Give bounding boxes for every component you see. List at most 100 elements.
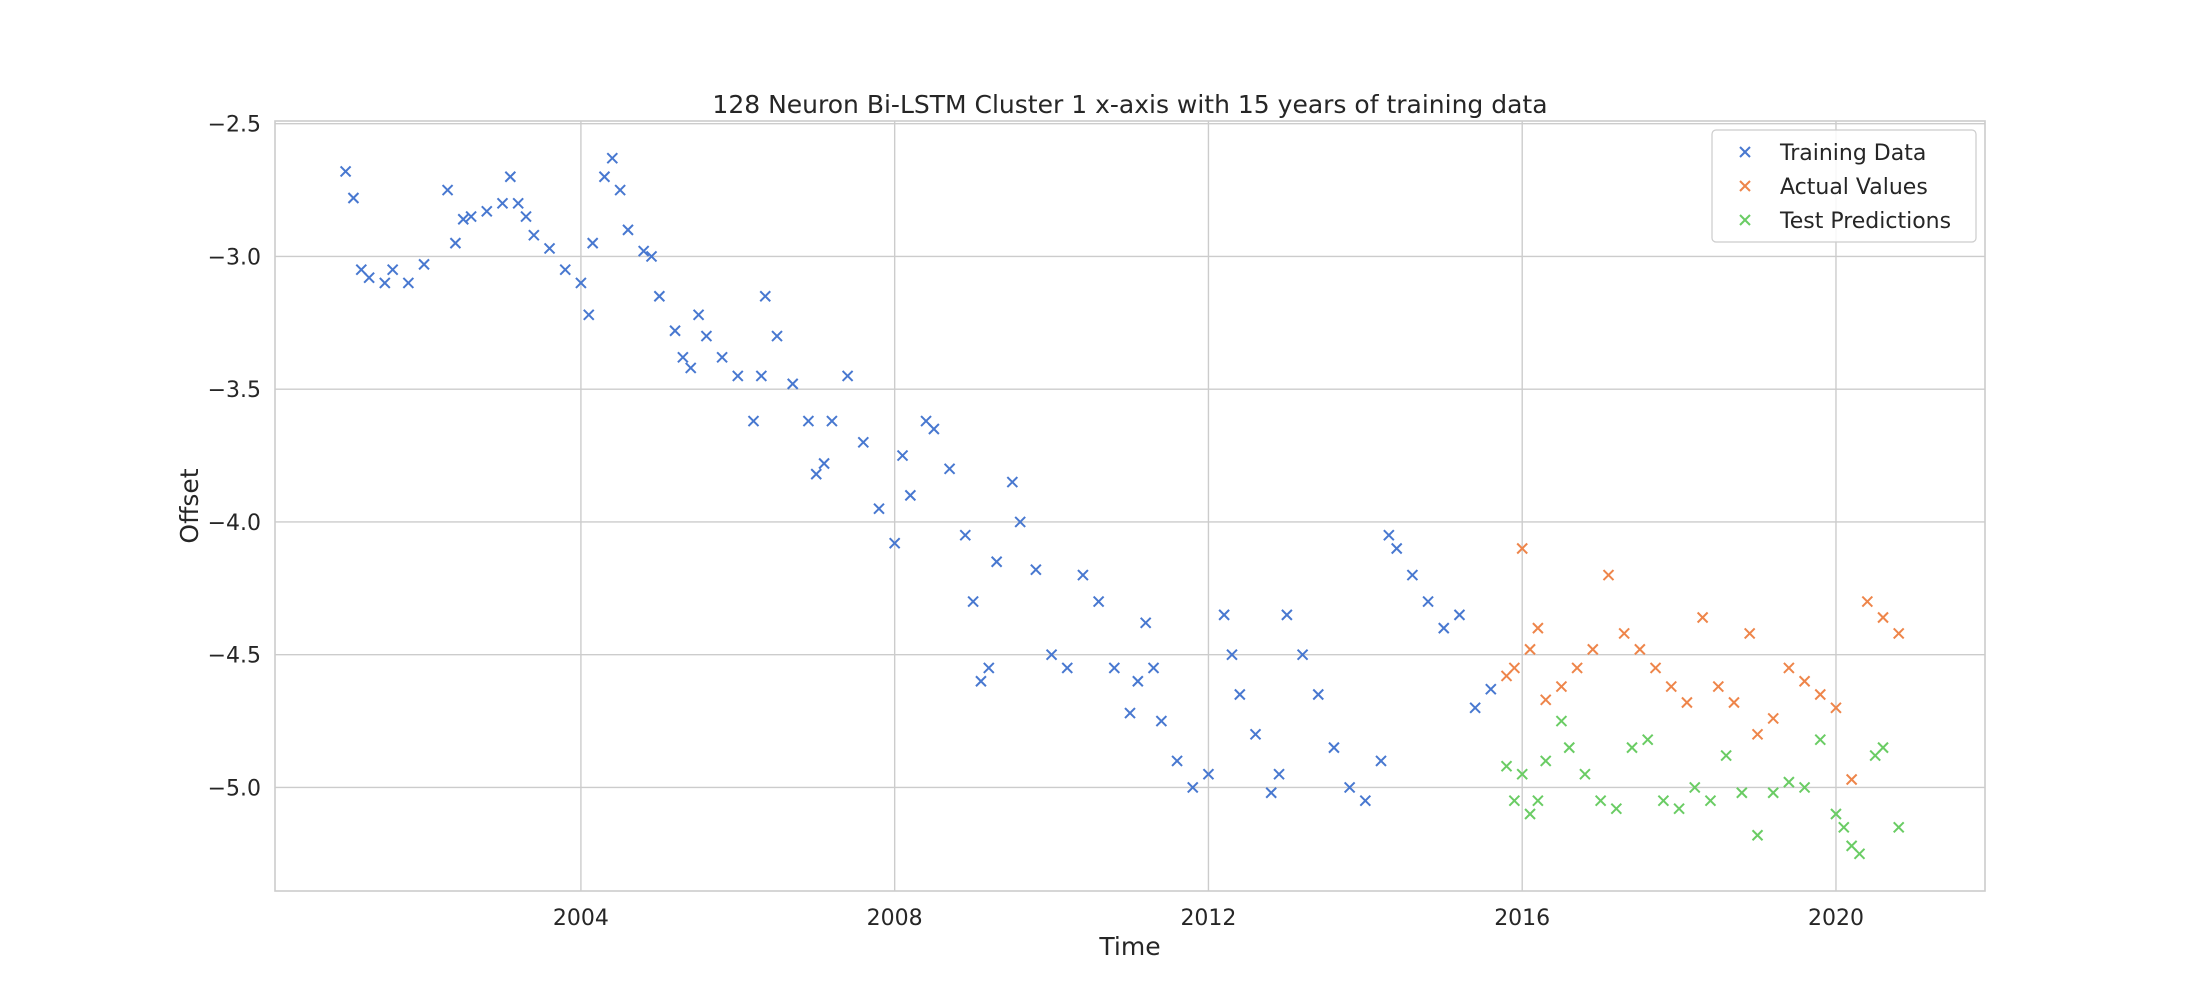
data-point xyxy=(1359,795,1372,807)
data-point xyxy=(755,370,768,382)
data-point xyxy=(1665,680,1677,693)
data-point xyxy=(496,197,509,210)
data-point xyxy=(606,152,619,164)
x-tick-label: 2004 xyxy=(553,906,609,931)
data-point xyxy=(559,263,571,276)
data-point xyxy=(959,529,971,541)
legend-marker xyxy=(1739,180,1751,192)
series-2 xyxy=(1500,715,1905,860)
data-point xyxy=(1147,662,1160,674)
data-point xyxy=(1390,542,1403,555)
data-point xyxy=(1673,802,1685,815)
data-point xyxy=(1838,821,1850,833)
data-point xyxy=(1469,702,1481,714)
data-point xyxy=(1602,569,1615,581)
data-point xyxy=(637,245,650,257)
data-point xyxy=(1571,662,1583,674)
data-point xyxy=(1830,702,1842,714)
legend-items: Training Data Actual Values Test Predictio… xyxy=(1739,141,1951,234)
data-point xyxy=(1273,768,1285,780)
data-point xyxy=(771,330,783,342)
data-point xyxy=(1187,781,1199,794)
data-point xyxy=(943,463,956,475)
data-point xyxy=(685,362,697,374)
data-point xyxy=(418,258,430,271)
data-point xyxy=(1893,821,1905,833)
data-point xyxy=(1296,648,1309,661)
data-point xyxy=(1045,648,1058,661)
data-point xyxy=(975,675,987,687)
data-point xyxy=(669,325,681,337)
data-point xyxy=(1877,611,1889,624)
data-point xyxy=(1563,741,1575,754)
data-point xyxy=(826,415,838,427)
data-point xyxy=(1728,696,1740,709)
data-point xyxy=(677,351,689,364)
data-point xyxy=(692,309,705,321)
data-point xyxy=(1798,675,1811,687)
data-point xyxy=(1516,542,1528,555)
data-point xyxy=(622,224,634,236)
data-point xyxy=(928,423,940,435)
data-point xyxy=(1375,755,1387,767)
data-point xyxy=(1132,675,1144,687)
legend-label: Test Predictions xyxy=(1779,209,1951,234)
y-tick-label: −4.5 xyxy=(208,644,261,669)
data-point xyxy=(543,242,556,255)
data-point xyxy=(857,436,870,448)
data-point xyxy=(1877,741,1889,754)
data-point xyxy=(1626,741,1638,754)
y-tick-label: −2.5 xyxy=(208,113,261,138)
data-point xyxy=(873,502,885,515)
legend-box xyxy=(1711,129,1977,243)
x-tick-labels: 2004 2008 2012 2016 2020 xyxy=(553,906,1864,931)
data-point xyxy=(1312,688,1324,701)
data-point xyxy=(1218,609,1230,621)
data-point xyxy=(1014,516,1026,528)
data-point xyxy=(1861,595,1874,608)
data-point xyxy=(841,370,854,382)
data-point xyxy=(1767,712,1779,725)
data-point xyxy=(1649,662,1662,674)
data-point xyxy=(1634,643,1646,656)
data-point xyxy=(1438,622,1450,634)
data-point xyxy=(1508,795,1521,807)
data-point xyxy=(1532,795,1544,807)
data-points xyxy=(339,152,1905,860)
data-point xyxy=(1328,741,1340,754)
data-point xyxy=(1155,715,1168,727)
data-point xyxy=(586,237,599,249)
data-point xyxy=(512,197,524,210)
data-point xyxy=(1587,643,1599,656)
data-point xyxy=(1265,787,1277,799)
legend-label: Actual Values xyxy=(1780,175,1928,200)
data-point xyxy=(904,489,917,502)
data-point xyxy=(528,229,540,241)
data-point xyxy=(504,171,517,183)
data-point xyxy=(1853,848,1866,860)
data-point xyxy=(402,277,415,289)
data-point xyxy=(1343,781,1356,794)
data-point xyxy=(1751,829,1764,841)
data-point xyxy=(386,263,399,276)
data-point xyxy=(1485,683,1497,695)
data-point xyxy=(786,378,799,390)
data-point xyxy=(1845,773,1858,786)
y-tick-label: −3.0 xyxy=(208,245,261,270)
data-point xyxy=(1696,611,1709,624)
data-point xyxy=(1030,564,1042,576)
data-point xyxy=(732,370,744,382)
data-point xyxy=(1453,609,1466,621)
data-point xyxy=(1657,795,1670,807)
data-point xyxy=(1500,760,1513,772)
data-point xyxy=(1579,768,1591,780)
data-point xyxy=(481,205,493,217)
data-point xyxy=(1681,696,1693,709)
data-point xyxy=(1516,768,1528,780)
data-point xyxy=(465,210,477,223)
data-point xyxy=(1594,795,1607,807)
data-point xyxy=(716,351,728,364)
data-point xyxy=(896,449,909,462)
data-point xyxy=(1281,609,1293,621)
